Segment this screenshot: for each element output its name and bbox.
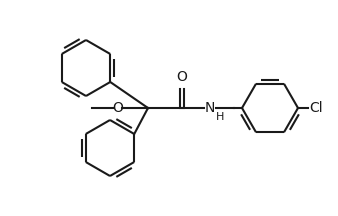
Text: O: O bbox=[176, 70, 188, 84]
Text: Cl: Cl bbox=[309, 101, 323, 115]
Text: H: H bbox=[216, 112, 224, 122]
Text: O: O bbox=[113, 101, 123, 115]
Text: N: N bbox=[205, 101, 215, 115]
